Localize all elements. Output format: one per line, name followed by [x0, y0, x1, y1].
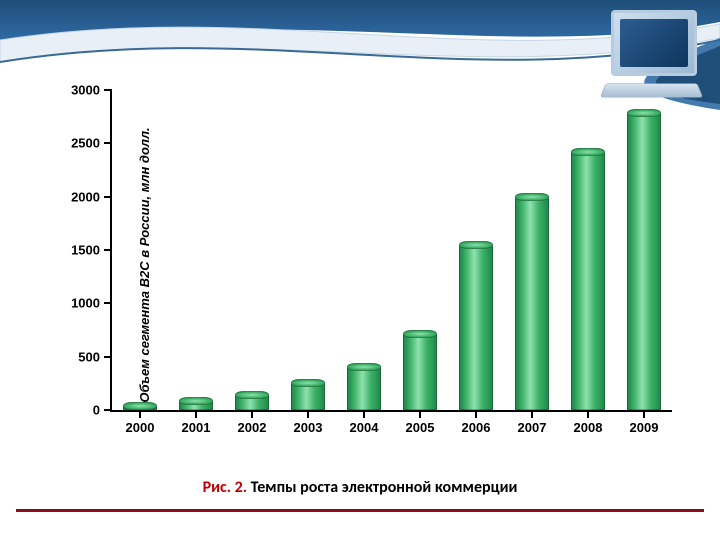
x-tick-label: 2001: [182, 410, 211, 435]
chart: Объем сегмента В2С в России, млн долл. 0…: [55, 80, 685, 450]
monitor-icon: [611, 10, 697, 76]
bar: [179, 401, 214, 410]
y-tick-label: 500: [78, 349, 112, 364]
bar: [515, 197, 550, 410]
bar: [235, 395, 270, 410]
bar-front: [515, 197, 550, 410]
x-tick-label: 2002: [238, 410, 267, 435]
bar: [627, 113, 662, 410]
y-tick-label: 1500: [71, 243, 112, 258]
bar-top: [403, 330, 438, 338]
bar-top: [235, 391, 270, 399]
figure-caption: Рис. 2. Темпы роста электронной коммерци…: [0, 478, 720, 497]
y-tick-label: 0: [93, 403, 112, 418]
bar-front: [571, 152, 606, 410]
figure-text: Темпы роста электронной коммерции: [247, 478, 517, 497]
bar-top: [291, 379, 326, 387]
bar-top: [515, 193, 550, 201]
bar-top: [459, 241, 494, 249]
bar-front: [627, 113, 662, 410]
bars: 2000200120022003200420052006200720082009: [112, 90, 672, 410]
plot-area: 050010001500200025003000 200020012002200…: [110, 90, 672, 412]
x-tick-label: 2008: [574, 410, 603, 435]
y-tick-label: 1000: [71, 296, 112, 311]
x-tick-label: 2004: [350, 410, 379, 435]
y-tick-label: 3000: [71, 83, 112, 98]
x-tick-label: 2005: [406, 410, 435, 435]
bar-front: [403, 334, 438, 410]
bar: [291, 383, 326, 410]
footer-rule: [16, 509, 704, 512]
figure-number: Рис. 2.: [203, 478, 247, 497]
bar-top: [571, 148, 606, 156]
x-tick-label: 2006: [462, 410, 491, 435]
y-tick-label: 2500: [71, 136, 112, 151]
x-tick-label: 2007: [518, 410, 547, 435]
x-tick-label: 2000: [126, 410, 155, 435]
bar: [403, 334, 438, 410]
screen-icon: [620, 19, 688, 67]
bar-front: [347, 367, 382, 410]
bar-top: [627, 109, 662, 117]
bar-top: [179, 397, 214, 405]
slide-root: Объем сегмента В2С в России, млн долл. 0…: [0, 0, 720, 540]
x-tick-label: 2003: [294, 410, 323, 435]
bar-top: [123, 402, 158, 410]
bar: [347, 367, 382, 410]
bar: [459, 245, 494, 410]
y-tick-label: 2000: [71, 189, 112, 204]
bar: [571, 152, 606, 410]
x-tick-label: 2009: [630, 410, 659, 435]
bar-top: [347, 363, 382, 371]
bar-front: [459, 245, 494, 410]
